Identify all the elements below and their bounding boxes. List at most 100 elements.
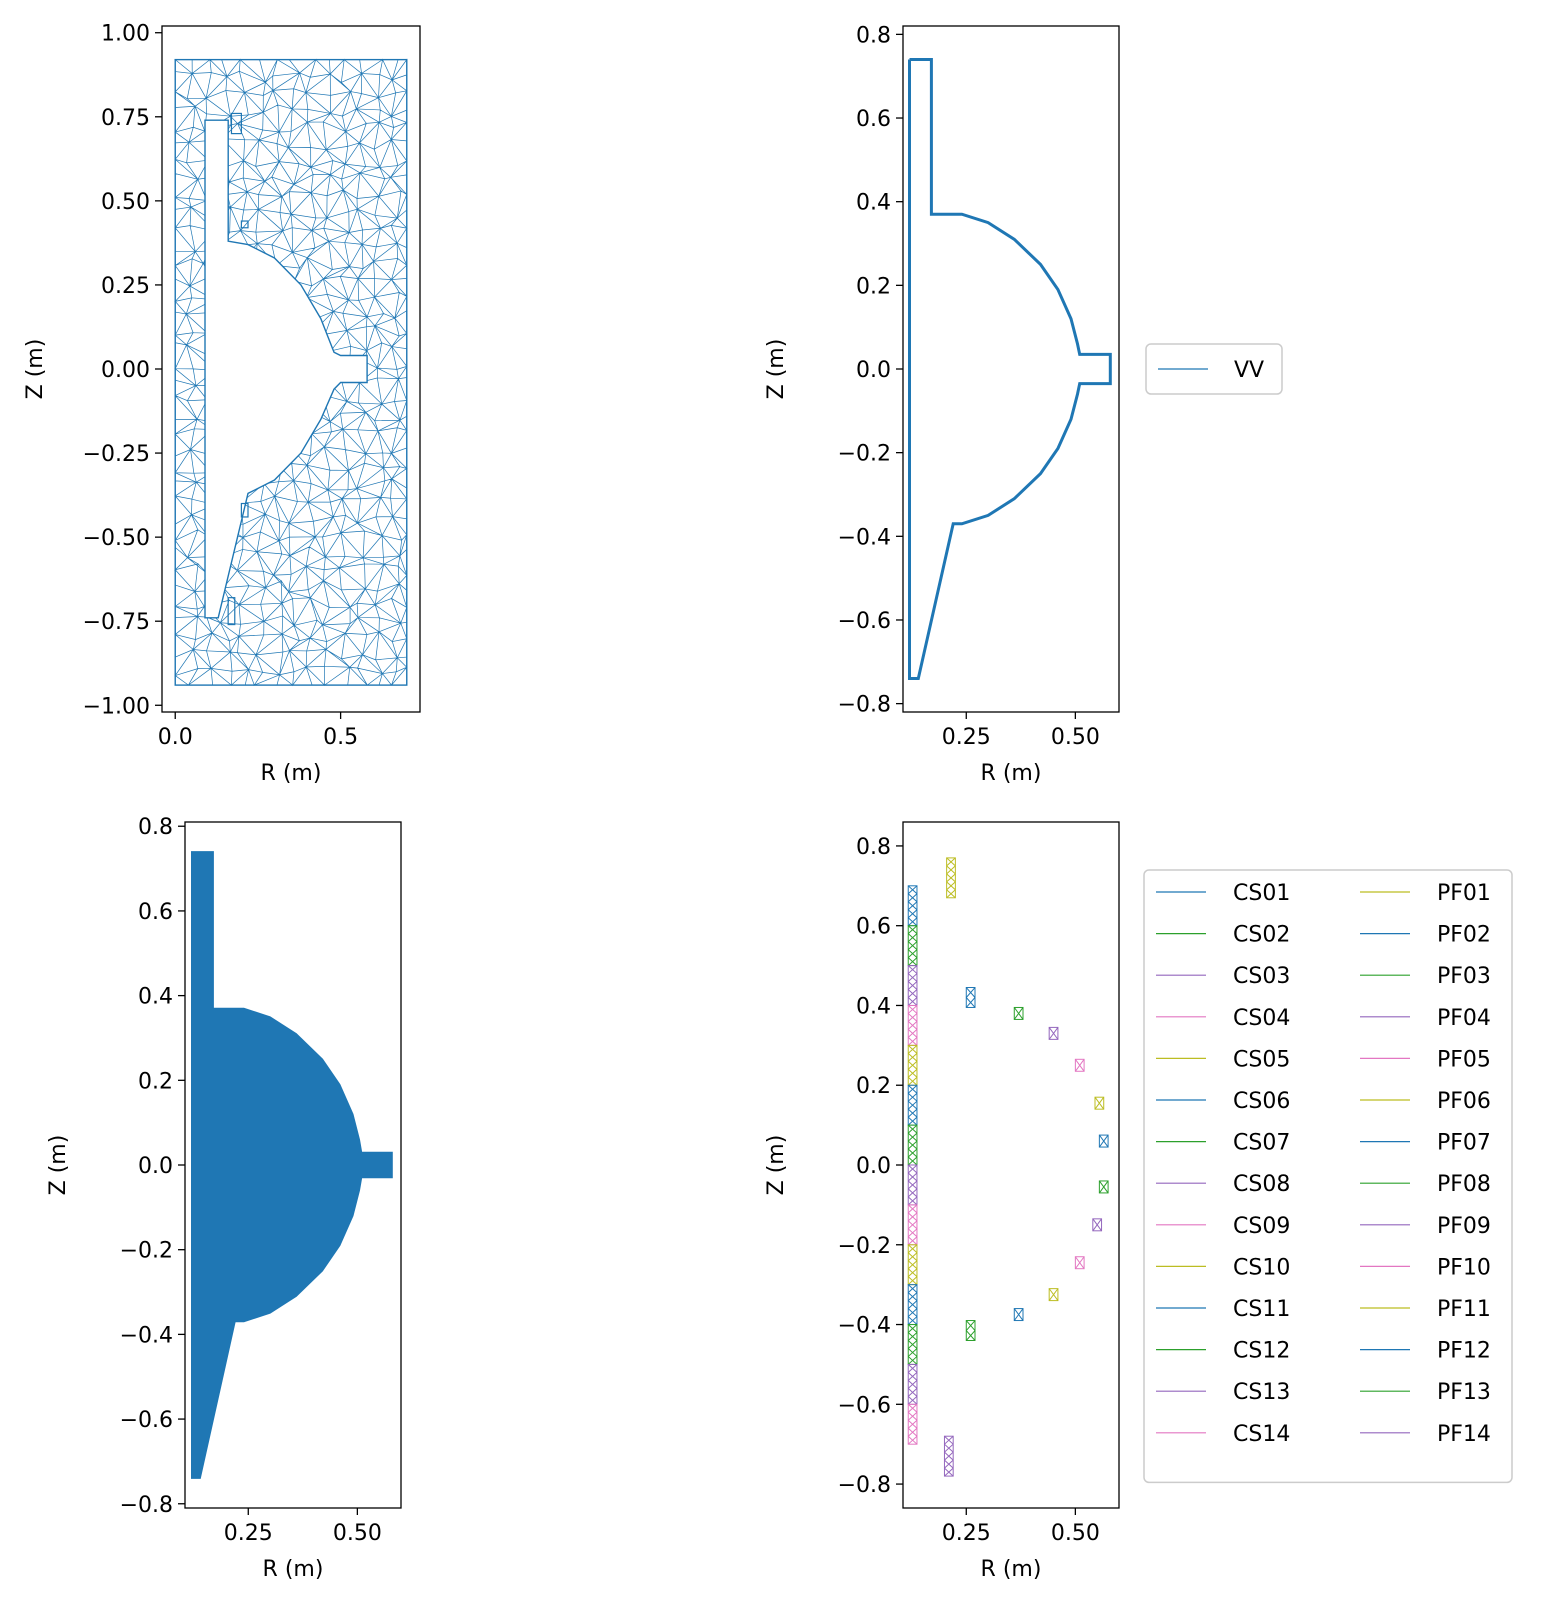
legend-label: CS05 bbox=[1233, 1047, 1290, 1072]
legend: CS01 CS02 CS03 CS04 CS05 CS06 CS07 CS08 CS09 CS10… bbox=[1143, 869, 1513, 1484]
coil-cross bbox=[907, 1196, 918, 1206]
coil-cross bbox=[907, 981, 918, 990]
axes-frame bbox=[161, 25, 421, 713]
y-tick-label: 0.8 bbox=[856, 835, 891, 860]
x-tick-label: 0.5 bbox=[323, 725, 358, 750]
coil-pf02 bbox=[965, 987, 976, 1008]
coil-cross bbox=[907, 1316, 918, 1325]
legend-label: PF11 bbox=[1437, 1297, 1491, 1322]
y-tick-label: −0.8 bbox=[838, 693, 891, 718]
x-axis-label: R (m) bbox=[981, 1557, 1042, 1582]
coil-cross bbox=[946, 865, 956, 875]
coil-cross bbox=[907, 1068, 918, 1078]
legend-label: CS12 bbox=[1233, 1339, 1290, 1364]
coil-cross bbox=[907, 909, 918, 919]
coil-cross bbox=[907, 1284, 918, 1293]
coil-cross bbox=[944, 1451, 954, 1461]
y-tick-label: −0.4 bbox=[838, 525, 891, 550]
coil-cross bbox=[907, 1292, 918, 1301]
y-tick-label: −0.4 bbox=[120, 1323, 173, 1348]
coil-pf12 bbox=[1013, 1308, 1024, 1322]
x-axis-label: R (m) bbox=[261, 761, 322, 786]
y-tick-label: −0.25 bbox=[83, 442, 150, 467]
coil-cross bbox=[907, 957, 918, 966]
coil-cross bbox=[907, 893, 918, 903]
legend-label: PF13 bbox=[1437, 1380, 1491, 1405]
coil-cross bbox=[907, 1244, 918, 1254]
y-axis-label: Z (m) bbox=[764, 339, 789, 400]
coil-cross bbox=[907, 1188, 918, 1198]
coil-box bbox=[1098, 1134, 1109, 1148]
coil-cs12 bbox=[907, 1324, 918, 1365]
coil-cs02 bbox=[907, 925, 918, 967]
coil-cs07 bbox=[907, 1124, 918, 1166]
coil-box bbox=[1094, 1096, 1105, 1110]
coil-cross bbox=[907, 1100, 918, 1110]
y-tick-label: 0.0 bbox=[856, 358, 891, 383]
legend-label: PF05 bbox=[1437, 1047, 1491, 1072]
x-tick-label: 0.0 bbox=[158, 725, 193, 750]
y-tick-label: 0.2 bbox=[856, 1074, 891, 1099]
coil-cross bbox=[907, 1395, 918, 1405]
legend-label: PF14 bbox=[1437, 1422, 1491, 1447]
y-tick-label: 0.75 bbox=[101, 106, 150, 131]
coil-cross bbox=[907, 1204, 918, 1214]
coil-cross bbox=[1094, 1096, 1105, 1110]
y-tick-label: −0.6 bbox=[838, 609, 891, 634]
y-axis-label: Z (m) bbox=[46, 1135, 71, 1196]
coil-pf13 bbox=[965, 1320, 976, 1341]
vessel-mesh-filled-subplot: 0.25 0.50 0.8 0.6 0.4 0.2 0.0 −0.2 −0.4 −0.6 −0.8 R… bbox=[46, 815, 402, 1582]
coil-cross bbox=[1013, 1007, 1024, 1020]
coil-cross bbox=[907, 885, 918, 895]
legend-label: PF07 bbox=[1437, 1131, 1491, 1156]
coil-cross bbox=[907, 1332, 918, 1341]
coil-cross bbox=[907, 933, 918, 943]
coil-pf06 bbox=[1094, 1096, 1105, 1110]
y-tick-label: 1.00 bbox=[101, 22, 150, 47]
x-tick-label: 0.25 bbox=[942, 725, 991, 750]
coil-cross bbox=[1013, 1308, 1024, 1321]
coil-cross bbox=[907, 997, 918, 1006]
coil-cross bbox=[907, 989, 918, 998]
coil-cross bbox=[907, 1132, 918, 1142]
coil-cross bbox=[907, 1044, 918, 1054]
legend-label: PF09 bbox=[1437, 1214, 1491, 1239]
mesh-hole bbox=[204, 119, 368, 619]
coil-cross bbox=[907, 1364, 918, 1373]
coil-box bbox=[965, 987, 976, 1008]
coil-cs08 bbox=[907, 1164, 918, 1206]
coil-pf01 bbox=[946, 857, 956, 899]
coil-box bbox=[946, 857, 956, 899]
coil-box bbox=[907, 1403, 918, 1445]
legend-label: CS13 bbox=[1233, 1380, 1290, 1405]
legend-frame bbox=[1145, 343, 1283, 395]
coil-cross bbox=[907, 1340, 918, 1349]
coil-pf07 bbox=[1098, 1134, 1109, 1148]
legend-label: CS04 bbox=[1233, 1006, 1290, 1031]
coil-cross bbox=[965, 1330, 976, 1341]
axes-frame bbox=[902, 25, 1120, 713]
y-tick-label: 0.50 bbox=[101, 190, 150, 215]
legend-label: PF12 bbox=[1437, 1339, 1491, 1364]
legend-label: VV bbox=[1234, 358, 1264, 383]
coil-cross bbox=[907, 1220, 918, 1230]
coil-cs05 bbox=[907, 1044, 918, 1086]
coil-cross bbox=[944, 1435, 954, 1445]
coil-cross bbox=[907, 1300, 918, 1309]
legend-label: CS02 bbox=[1233, 923, 1290, 948]
coil-cross bbox=[907, 1180, 918, 1190]
coil-box bbox=[1074, 1256, 1085, 1270]
coil-cs04 bbox=[907, 1004, 918, 1046]
x-tick-label: 0.25 bbox=[224, 1521, 273, 1546]
coil-box bbox=[1092, 1218, 1103, 1232]
y-tick-label: −1.00 bbox=[83, 694, 150, 719]
y-tick-label: 0.2 bbox=[138, 1069, 173, 1094]
legend: VV bbox=[1145, 343, 1283, 395]
x-axis-label: R (m) bbox=[263, 1557, 324, 1582]
legend-label: PF04 bbox=[1437, 1006, 1491, 1031]
y-tick-label: −0.2 bbox=[120, 1239, 173, 1264]
coil-cross bbox=[907, 925, 918, 935]
coil-cross bbox=[907, 1380, 918, 1389]
coil-cs01 bbox=[907, 885, 918, 927]
